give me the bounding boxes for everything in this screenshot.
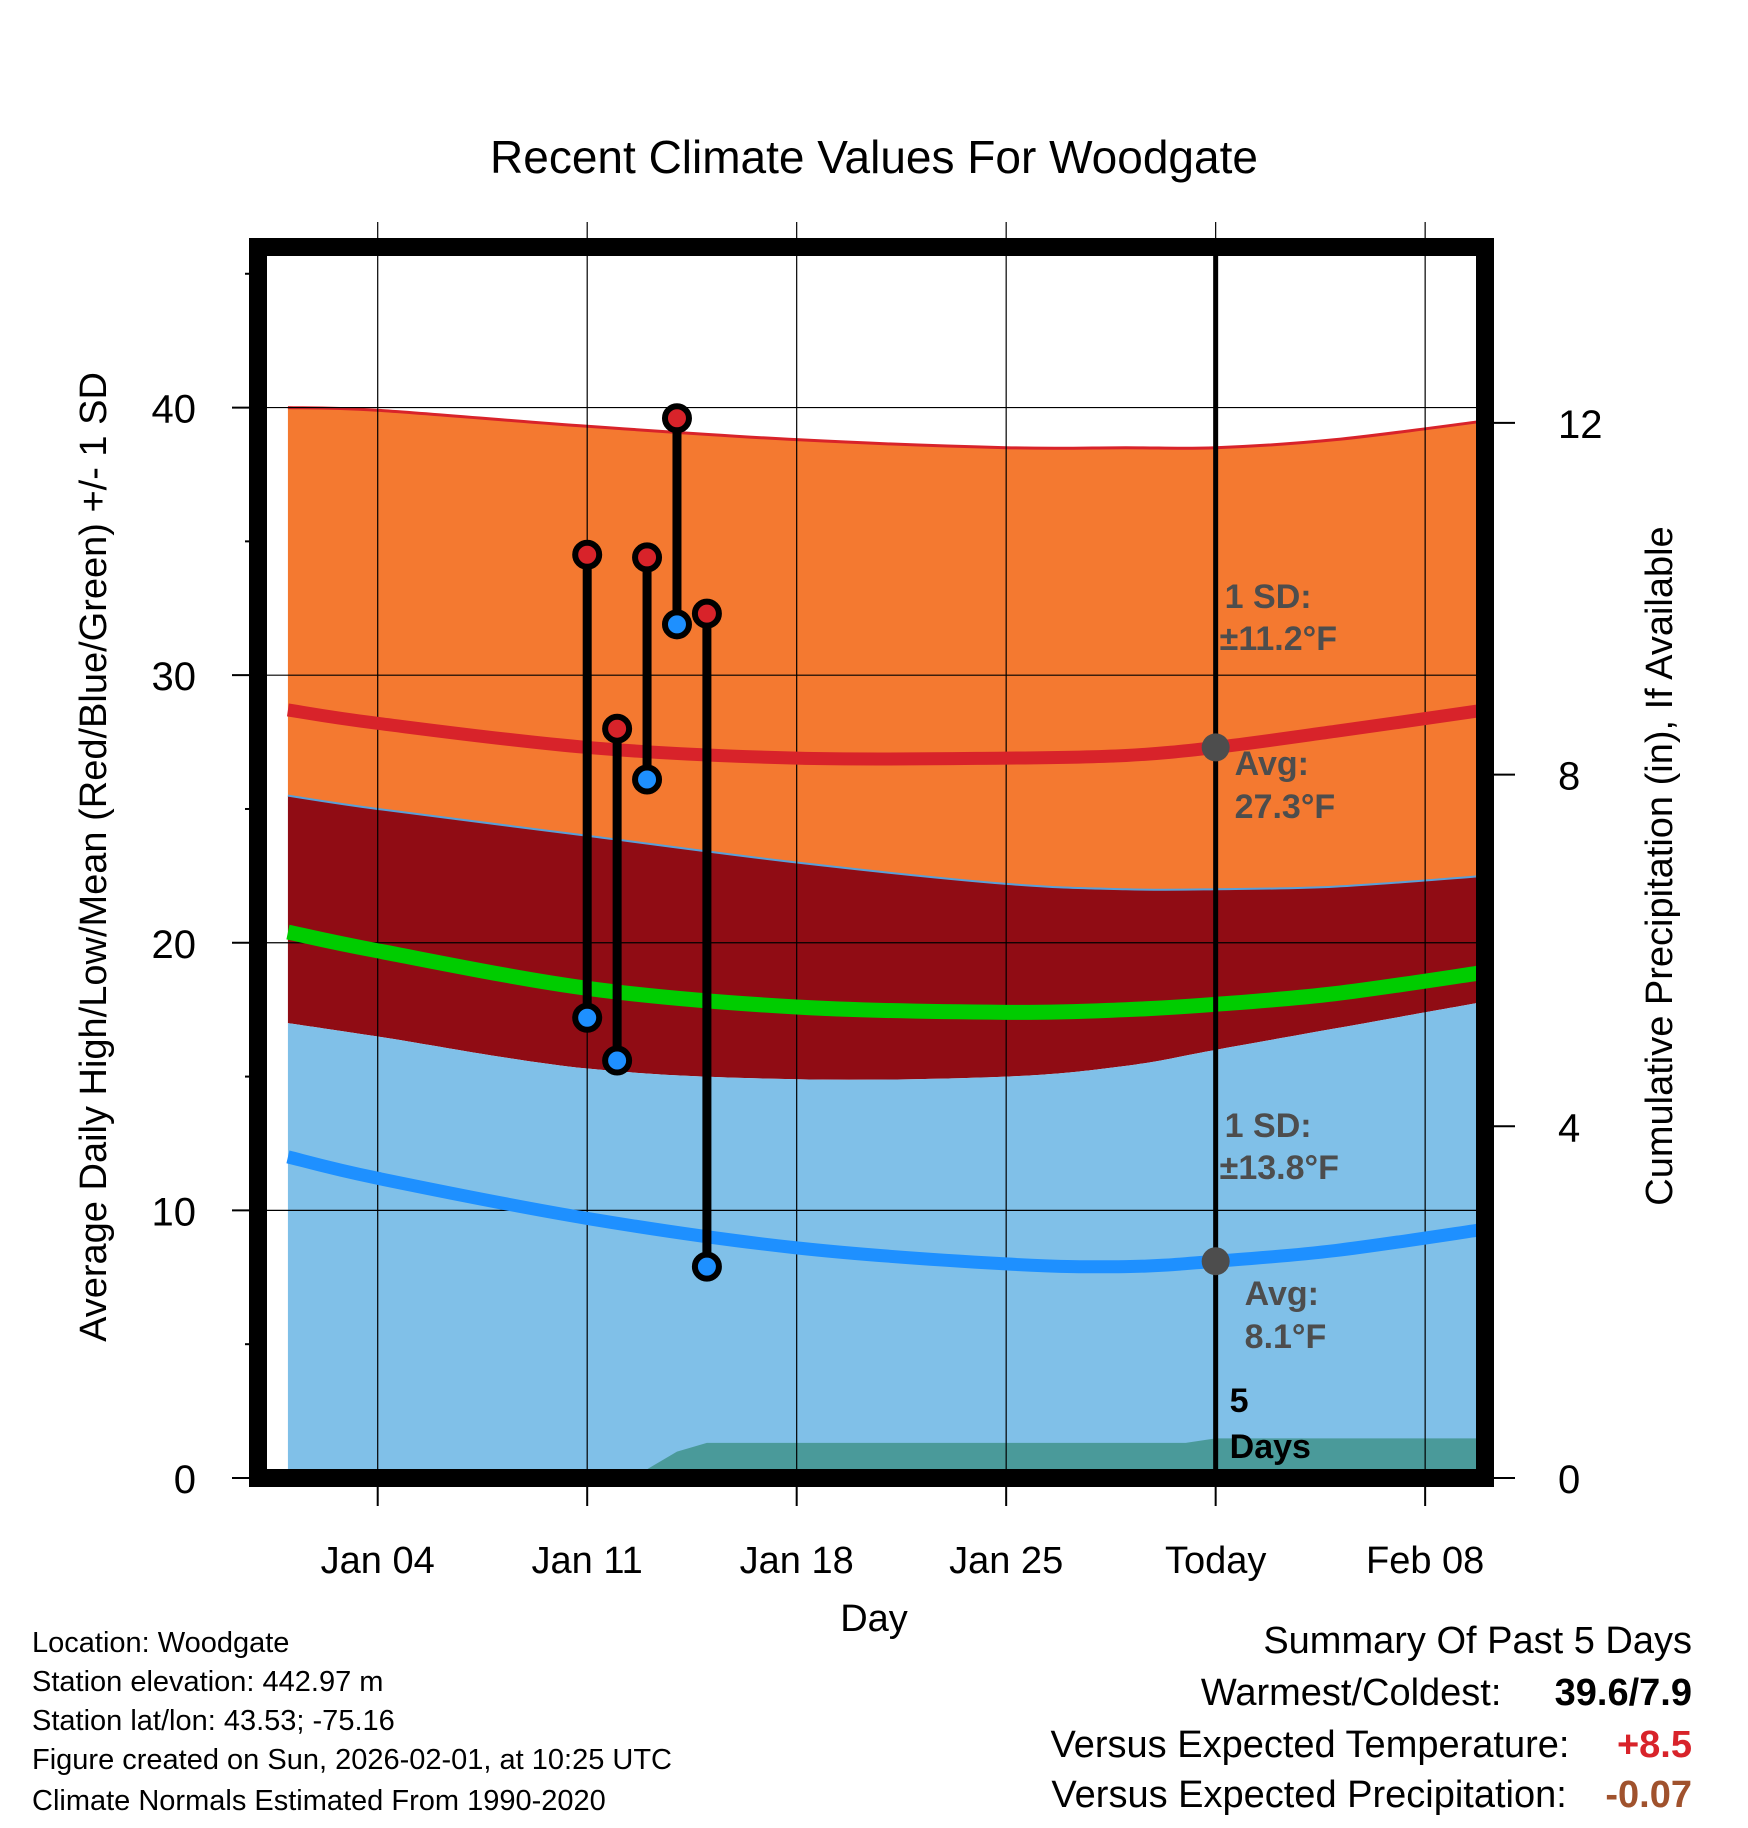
- summary-warm-cold: Warmest/Coldest: 39.6/7.9: [1201, 1672, 1692, 1715]
- obs-high-point: [661, 403, 692, 434]
- summary-precip-value: -0.07: [1605, 1774, 1692, 1816]
- summary-temp-label: Versus Expected Temperature:: [1050, 1724, 1570, 1766]
- y-tick-label: 20: [152, 923, 197, 967]
- summary-warm-cold-value: 39.6/7.9: [1554, 1672, 1692, 1714]
- summary-precip: Versus Expected Precipitation: -0.07: [1051, 1774, 1692, 1817]
- y2-tick-label: 12: [1558, 403, 1603, 447]
- high-sd-value: ±11.2°F: [1220, 620, 1337, 658]
- obs-high-point: [602, 713, 633, 744]
- y-tick-label: 10: [152, 1190, 197, 1234]
- high-avg-value: 27.3°F: [1235, 788, 1336, 826]
- footer-elevation: Station elevation: 442.97 m: [32, 1666, 384, 1698]
- low-avg-value: 8.1°F: [1245, 1318, 1327, 1356]
- obs-low-point: [691, 1251, 722, 1282]
- mean-avg-line: [286, 924, 1487, 1020]
- plot-area: 1 SD: ±11.2°F Avg: 27.3°F 1 SD: ±13.8°F Avg: 8.…: [152, 222, 1603, 1582]
- footer-normals: Climate Normals Estimated From 1990-2020: [32, 1785, 606, 1817]
- x-tick-label: Jan 11: [532, 1540, 643, 1582]
- high-upper-edge: [287, 406, 1486, 450]
- low-avg-line: [286, 1150, 1486, 1274]
- low-sd-value: ±13.8°F: [1220, 1149, 1339, 1187]
- high-avg-label: Avg:: [1235, 745, 1309, 783]
- footer-location: Location: Woodgate: [32, 1627, 290, 1659]
- y-tick-label: 30: [152, 655, 197, 699]
- obs-low-point: [572, 1002, 603, 1033]
- x-tick-label: Today: [1165, 1540, 1266, 1582]
- obs-high-point: [632, 542, 663, 573]
- precip-area: [258, 1438, 1485, 1478]
- low-sd-label: 1 SD:: [1225, 1107, 1312, 1145]
- obs-low-point: [602, 1045, 633, 1076]
- obs-high-point: [691, 598, 722, 629]
- today-marker-number: 5: [1230, 1382, 1249, 1420]
- summary-temp: Versus Expected Temperature: +8.5: [1051, 1724, 1692, 1767]
- high-avg-line: [286, 703, 1486, 766]
- summary-title: Summary Of Past 5 Days: [1263, 1620, 1692, 1662]
- y-axis-label: Average Daily High/Low/Mean (Red/Blue/Gr…: [73, 372, 115, 1342]
- obs-high-point: [572, 539, 603, 570]
- summary-precip-label: Versus Expected Precipitation:: [1051, 1774, 1567, 1816]
- x-axis-label: Day: [840, 1598, 908, 1640]
- high-sd-label: 1 SD:: [1225, 578, 1312, 616]
- today-low-avg-dot: [1201, 1247, 1230, 1276]
- y-tick-label: 0: [174, 1458, 196, 1502]
- x-tick-label: Jan 04: [321, 1540, 435, 1582]
- y2-tick-label: 8: [1558, 755, 1580, 799]
- y2-tick-label: 0: [1558, 1458, 1580, 1502]
- x-tick-label: Jan 25: [949, 1540, 1063, 1582]
- x-tick-label: Feb 08: [1366, 1540, 1484, 1582]
- obs-low-point: [632, 764, 663, 795]
- y-tick-label: 40: [152, 388, 197, 432]
- today-high-avg-dot: [1201, 733, 1230, 762]
- plot-frame: [249, 238, 1494, 1487]
- y2-tick-label: 4: [1558, 1106, 1580, 1150]
- chart-title: Recent Climate Values For Woodgate: [490, 131, 1258, 183]
- x-tick-label: Jan 18: [740, 1540, 854, 1582]
- low-avg-label: Avg:: [1245, 1275, 1319, 1313]
- summary-temp-value: +8.5: [1616, 1724, 1692, 1766]
- today-marker-days: Days: [1230, 1428, 1311, 1466]
- obs-low-point: [661, 609, 692, 640]
- footer-created: Figure created on Sun, 2026-02-01, at 10…: [32, 1744, 672, 1776]
- footer-latlon: Station lat/lon: 43.53; -75.16: [32, 1705, 395, 1737]
- high-lower-edge: [287, 794, 1486, 891]
- y2-axis-label: Cumulative Precipitation (in), If Availa…: [1639, 526, 1681, 1205]
- summary-warm-cold-label: Warmest/Coldest:: [1200, 1672, 1502, 1714]
